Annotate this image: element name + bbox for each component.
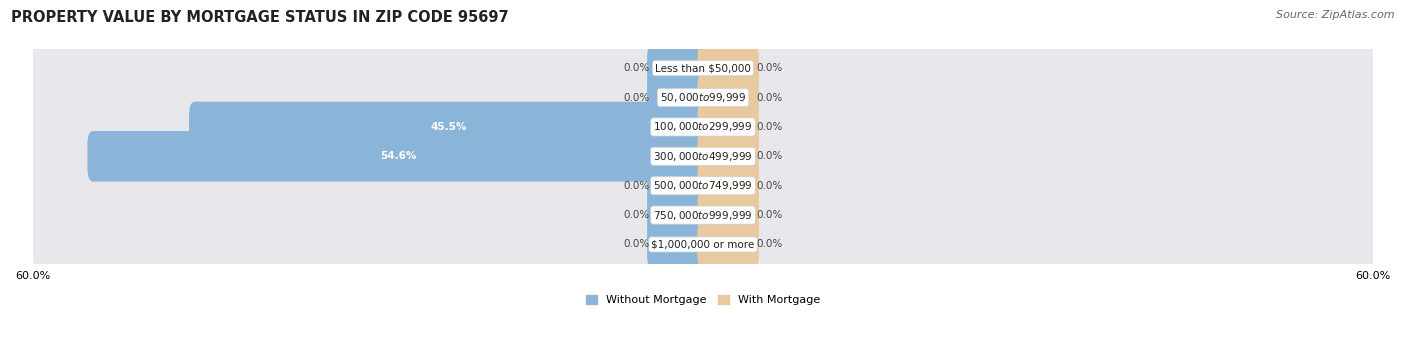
FancyBboxPatch shape [87, 131, 709, 182]
Text: 0.0%: 0.0% [623, 210, 650, 220]
Text: $1,000,000 or more: $1,000,000 or more [651, 239, 755, 250]
Text: $300,000 to $499,999: $300,000 to $499,999 [654, 150, 752, 163]
Text: $100,000 to $299,999: $100,000 to $299,999 [654, 120, 752, 133]
FancyBboxPatch shape [647, 219, 709, 270]
FancyBboxPatch shape [647, 72, 709, 123]
FancyBboxPatch shape [647, 161, 709, 211]
FancyBboxPatch shape [32, 130, 1374, 183]
FancyBboxPatch shape [32, 159, 1374, 212]
FancyBboxPatch shape [697, 219, 759, 270]
Text: 0.0%: 0.0% [756, 210, 783, 220]
Legend: Without Mortgage, With Mortgage: Without Mortgage, With Mortgage [586, 295, 820, 305]
FancyBboxPatch shape [32, 42, 1374, 95]
Text: 45.5%: 45.5% [430, 122, 467, 132]
FancyBboxPatch shape [697, 72, 759, 123]
Text: 0.0%: 0.0% [623, 239, 650, 250]
FancyBboxPatch shape [697, 161, 759, 211]
Text: 0.0%: 0.0% [756, 151, 783, 161]
Text: 0.0%: 0.0% [623, 92, 650, 103]
Text: 54.6%: 54.6% [380, 151, 416, 161]
Text: $500,000 to $749,999: $500,000 to $749,999 [654, 179, 752, 192]
Text: 0.0%: 0.0% [756, 122, 783, 132]
FancyBboxPatch shape [188, 102, 709, 152]
Text: $50,000 to $99,999: $50,000 to $99,999 [659, 91, 747, 104]
Text: Source: ZipAtlas.com: Source: ZipAtlas.com [1277, 10, 1395, 20]
FancyBboxPatch shape [697, 43, 759, 93]
Text: 0.0%: 0.0% [623, 181, 650, 191]
FancyBboxPatch shape [697, 131, 759, 182]
FancyBboxPatch shape [647, 190, 709, 240]
FancyBboxPatch shape [32, 101, 1374, 153]
Text: PROPERTY VALUE BY MORTGAGE STATUS IN ZIP CODE 95697: PROPERTY VALUE BY MORTGAGE STATUS IN ZIP… [11, 10, 509, 25]
FancyBboxPatch shape [32, 218, 1374, 271]
FancyBboxPatch shape [697, 102, 759, 152]
Text: 0.0%: 0.0% [623, 63, 650, 73]
Text: Less than $50,000: Less than $50,000 [655, 63, 751, 73]
Text: 0.0%: 0.0% [756, 181, 783, 191]
Text: 0.0%: 0.0% [756, 239, 783, 250]
FancyBboxPatch shape [697, 190, 759, 240]
Text: $750,000 to $999,999: $750,000 to $999,999 [654, 209, 752, 222]
FancyBboxPatch shape [32, 71, 1374, 124]
FancyBboxPatch shape [647, 43, 709, 93]
Text: 0.0%: 0.0% [756, 63, 783, 73]
Text: 0.0%: 0.0% [756, 92, 783, 103]
FancyBboxPatch shape [32, 189, 1374, 241]
